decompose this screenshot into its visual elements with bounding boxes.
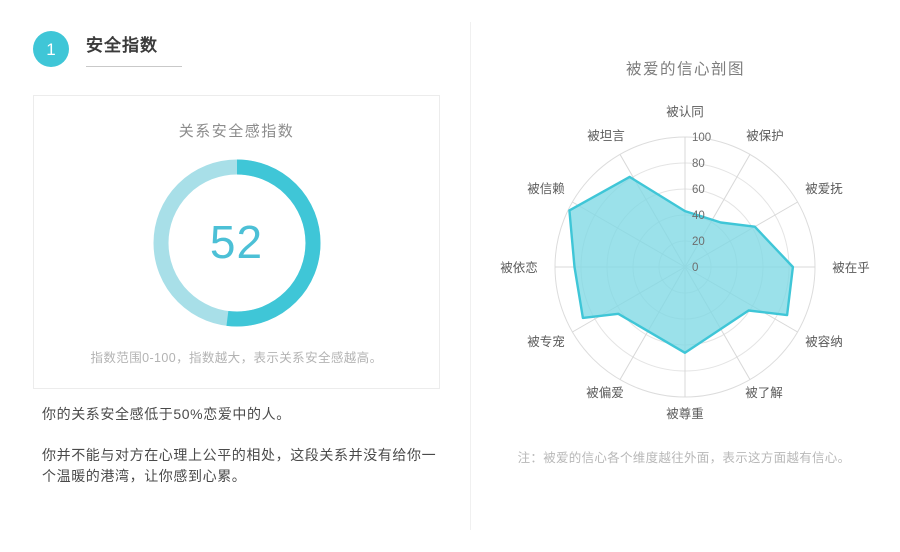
description-paragraph-2: 你并不能与对方在心理上公平的相处，这段关系并没有给你一个温暖的港湾，让你感到心累… (42, 446, 437, 485)
section-number-label: 1 (46, 39, 56, 59)
section-number-badge: 1 (33, 31, 69, 67)
radar-axis-label-被信赖: 被信赖 (527, 182, 565, 196)
description-paragraph-1: 你的关系安全感低于50%恋爱中的人。 (42, 406, 291, 422)
radar-tick-40: 40 (692, 210, 705, 222)
radar-tick-20: 20 (692, 236, 705, 248)
section-header: 1 安全指数 (33, 31, 182, 67)
left-panel: 1 安全指数 关系安全感指数 52 指数范围0-100，指数越大，表示关系安全感… (33, 31, 442, 488)
description-block: 你的关系安全感低于50%恋爱中的人。 你并不能与对方在心理上公平的相处，这段关系… (42, 404, 442, 488)
radar-axis-labels: 被认同 被保护 被爱抚 被在乎 被容纳 被了解 被尊重 被偏爱 被专宠 被依恋 … (500, 105, 870, 421)
index-card: 关系安全感指数 52 指数范围0-100，指数越大，表示关系安全感越高。 (33, 95, 440, 389)
index-value: 52 (209, 216, 264, 269)
radar-axis-label-被认同: 被认同 (666, 105, 704, 119)
panel-divider (470, 22, 471, 530)
index-card-title: 关系安全感指数 (178, 123, 295, 140)
radar-tick-100: 100 (692, 132, 711, 144)
radar-axis-label-被保护: 被保护 (746, 129, 784, 143)
radar-axis-label-被爱抚: 被爱抚 (805, 182, 843, 196)
radar-chart-svg: 0 20 40 60 80 100 被认同 被保护 被爱抚 被在乎 被容纳 被了… (500, 105, 870, 421)
donut-value-arc (153, 159, 320, 327)
radar-axis-label-被了解: 被了解 (745, 386, 783, 400)
radar-axis-label-被依恋: 被依恋 (500, 260, 538, 275)
donut-gauge: 52 (149, 155, 325, 331)
radar-tick-80: 80 (692, 158, 705, 170)
radar-axis-label-被容纳: 被容纳 (805, 334, 843, 349)
radar-axis-label-被在乎: 被在乎 (832, 261, 870, 275)
radar-tick-60: 60 (692, 184, 705, 196)
radar-data-polygon (568, 175, 795, 354)
radar-axis-label-被尊重: 被尊重 (666, 406, 704, 421)
page-title: 安全指数 (86, 36, 158, 55)
radar-axis-label-被坦言: 被坦言 (587, 129, 625, 143)
radar-footnote: 注：被爱的信心各个维度越往外面，表示这方面越有信心。 (517, 451, 851, 465)
radar-chart-title: 被爱的信心剖图 (625, 61, 745, 78)
radar-axis-label-被偏爱: 被偏爱 (586, 385, 624, 400)
radar-tick-0: 0 (692, 262, 698, 274)
right-panel: 被爱的信心剖图 (471, 0, 900, 552)
title-underline (86, 65, 182, 67)
index-card-note: 指数范围0-100，指数越大，表示关系安全感越高。 (90, 351, 383, 365)
radar-axis-label-被专宠: 被专宠 (527, 334, 565, 349)
donut-gauge-svg (153, 159, 320, 327)
section-header-text: 安全指数 (86, 31, 182, 67)
radar-tick-labels: 0 20 40 60 80 100 (692, 132, 711, 274)
